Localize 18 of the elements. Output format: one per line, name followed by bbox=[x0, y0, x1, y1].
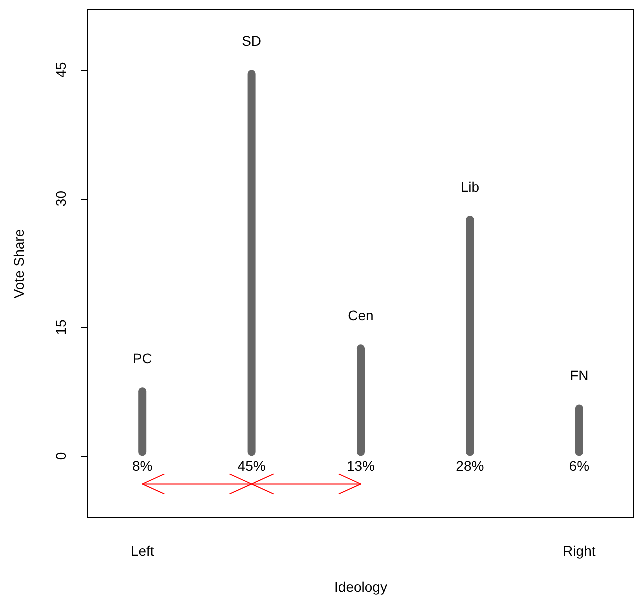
y-tick-label: 15 bbox=[53, 320, 69, 336]
data-label: 13% bbox=[346, 458, 376, 474]
y-tick-label: 0 bbox=[53, 452, 69, 460]
y-tick-label: 30 bbox=[53, 190, 69, 207]
data-label: 28% bbox=[456, 458, 484, 474]
data-label: 45% bbox=[238, 458, 266, 474]
y-axis-title: Vote Share bbox=[11, 229, 27, 299]
series-label: PC bbox=[132, 350, 152, 367]
series-label: FN bbox=[570, 368, 589, 384]
series-label: Cen bbox=[348, 308, 374, 324]
y-tick-label: 45 bbox=[53, 62, 69, 78]
x-axis-title: Ideology bbox=[334, 579, 388, 595]
data-label: 6% bbox=[569, 458, 590, 474]
series-label: SD bbox=[242, 33, 262, 50]
x-tick-label: Left bbox=[130, 543, 154, 559]
data-label: 8% bbox=[132, 458, 153, 474]
series-label: Lib bbox=[460, 178, 480, 195]
x-tick-label: Right bbox=[563, 543, 596, 559]
